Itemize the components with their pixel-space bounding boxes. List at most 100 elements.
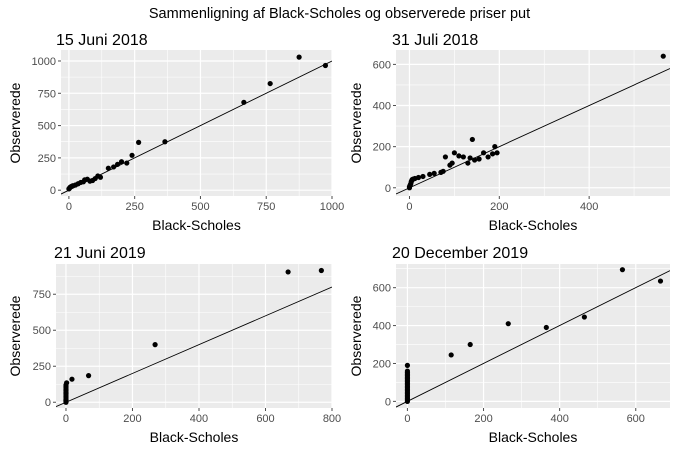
data-point bbox=[460, 154, 466, 160]
data-point bbox=[285, 269, 291, 275]
data-point bbox=[494, 150, 500, 156]
x-tick-label: 400 bbox=[550, 413, 568, 425]
panel-3: 0 200 400 600 800 0 250 500 750 21 Juni 2019 Black… bbox=[7, 245, 341, 445]
data-point bbox=[118, 159, 125, 165]
data-point bbox=[451, 150, 457, 156]
y-axis-label: Observerede bbox=[7, 82, 23, 163]
y-tick-label: 0 bbox=[50, 185, 56, 197]
data-point bbox=[64, 380, 70, 386]
y-tick-label: 400 bbox=[373, 101, 391, 113]
panel-title: 15 Juni 2018 bbox=[56, 32, 148, 49]
y-tick-label: 250 bbox=[33, 361, 51, 373]
figure-title: Sammenligning af Black-Scholes og observ… bbox=[149, 6, 530, 22]
data-point bbox=[427, 171, 433, 178]
data-point bbox=[318, 267, 324, 274]
data-point bbox=[111, 164, 117, 170]
data-point bbox=[485, 154, 491, 160]
x-tick-label: 1000 bbox=[320, 201, 344, 213]
data-point bbox=[322, 62, 329, 69]
data-point bbox=[657, 278, 664, 284]
data-point bbox=[467, 341, 473, 348]
x-tick-label: 200 bbox=[490, 201, 508, 213]
data-point bbox=[404, 368, 411, 374]
data-point bbox=[660, 53, 666, 59]
data-point bbox=[505, 321, 511, 327]
data-point bbox=[581, 314, 587, 320]
data-point bbox=[467, 155, 473, 161]
data-point bbox=[543, 324, 549, 331]
x-axis-label: Black-Scholes bbox=[150, 429, 239, 445]
y-tick-label: 0 bbox=[385, 396, 391, 408]
data-point bbox=[267, 80, 273, 87]
x-axis-label: Black-Scholes bbox=[489, 217, 578, 233]
data-point bbox=[440, 168, 446, 174]
x-tick-label: 400 bbox=[580, 201, 598, 213]
reference-line bbox=[56, 286, 332, 407]
data-point bbox=[472, 157, 478, 163]
data-point bbox=[97, 174, 104, 180]
y-tick-label: 600 bbox=[373, 59, 391, 71]
y-tick-label: 0 bbox=[385, 183, 391, 195]
x-axis-label: Black-Scholes bbox=[489, 429, 578, 445]
y-tick-label: 750 bbox=[33, 289, 51, 301]
data-point bbox=[136, 139, 142, 145]
y-tick-label: 0 bbox=[45, 397, 51, 409]
data-point bbox=[619, 267, 626, 273]
y-tick-label: 600 bbox=[373, 283, 391, 295]
panel-background bbox=[56, 264, 332, 408]
data-point bbox=[152, 342, 158, 348]
reference-line bbox=[396, 270, 670, 408]
data-point bbox=[442, 154, 449, 160]
y-axis-label: Observerede bbox=[348, 295, 364, 376]
x-tick-label: 800 bbox=[323, 413, 341, 425]
x-tick-label: 250 bbox=[125, 201, 143, 213]
x-tick-label: 0 bbox=[404, 413, 410, 425]
data-point bbox=[124, 160, 130, 166]
data-point bbox=[469, 136, 475, 143]
y-axis-label: Observerede bbox=[7, 295, 23, 376]
data-point bbox=[105, 165, 111, 171]
data-point bbox=[85, 373, 92, 379]
panel-background bbox=[396, 50, 670, 196]
panel-title: 31 Juli 2018 bbox=[392, 32, 478, 49]
x-tick-label: 0 bbox=[406, 201, 412, 213]
panel-title: 20 December 2019 bbox=[392, 245, 528, 262]
data-point bbox=[492, 144, 498, 150]
data-point bbox=[489, 151, 496, 157]
data-point bbox=[296, 54, 302, 60]
data-point bbox=[456, 153, 462, 159]
data-point bbox=[449, 160, 455, 166]
x-tick-label: 750 bbox=[257, 201, 275, 213]
y-tick-label: 250 bbox=[38, 153, 56, 165]
panel-title: 21 Juni 2019 bbox=[54, 245, 146, 262]
data-point bbox=[448, 352, 454, 358]
data-point bbox=[465, 160, 471, 166]
data-point bbox=[420, 173, 426, 180]
x-tick-label: 200 bbox=[123, 413, 141, 425]
x-tick-label: 0 bbox=[63, 413, 69, 425]
x-axis-label: Black-Scholes bbox=[152, 217, 241, 233]
panel-4: 0 200 400 600 0 200 400 600 20 December 2019 Blac… bbox=[348, 245, 670, 445]
x-tick-label: 0 bbox=[66, 201, 72, 213]
y-tick-label: 400 bbox=[373, 321, 391, 333]
x-tick-label: 500 bbox=[191, 201, 209, 213]
y-tick-label: 500 bbox=[38, 121, 56, 133]
data-point bbox=[129, 152, 135, 158]
y-tick-label: 200 bbox=[373, 358, 391, 370]
data-point bbox=[114, 161, 121, 167]
y-axis-label: Observerede bbox=[348, 82, 364, 163]
x-tick-label: 200 bbox=[474, 413, 492, 425]
y-tick-label: 200 bbox=[373, 142, 391, 154]
data-point bbox=[162, 139, 168, 145]
y-tick-label: 750 bbox=[38, 88, 56, 100]
y-tick-label: 500 bbox=[33, 325, 51, 337]
x-tick-label: 600 bbox=[627, 413, 645, 425]
y-tick-label: 1000 bbox=[32, 56, 56, 68]
reference-line bbox=[61, 60, 332, 195]
data-point bbox=[476, 156, 482, 162]
data-point bbox=[415, 174, 422, 181]
